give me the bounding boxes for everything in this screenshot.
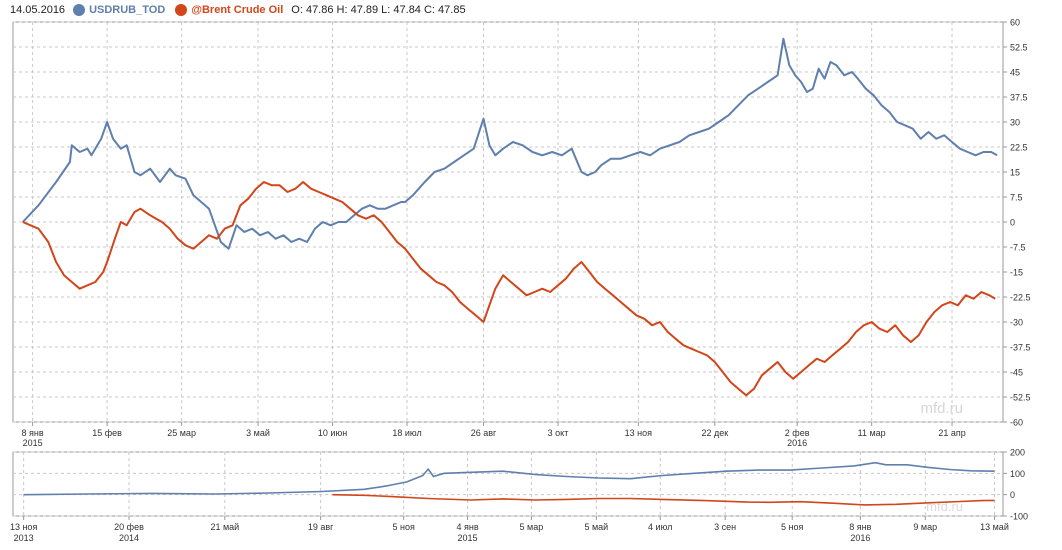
nav-x-year-label: 2014 bbox=[119, 533, 139, 543]
main-x-tick-label: 3 окт bbox=[548, 428, 569, 438]
main-x-tick-label: 2 фев bbox=[785, 428, 810, 438]
main-x-year-label: 2016 bbox=[787, 438, 807, 448]
main-y-tick-label: 60 bbox=[1010, 18, 1020, 28]
date-label: 14.05.2016 bbox=[10, 4, 66, 16]
main-series-line-1[interactable] bbox=[22, 37, 998, 250]
main-x-tick-label: 25 мар bbox=[167, 428, 196, 438]
nav-series-line-1[interactable] bbox=[23, 461, 995, 496]
main-x-tick-label: 3 май bbox=[246, 428, 270, 438]
nav-x-tick-label: 5 ноя bbox=[781, 522, 803, 532]
main-x-tick-label: 10 июн bbox=[318, 428, 347, 438]
main-y-tick-label: 37.5 bbox=[1010, 93, 1028, 103]
nav-x-tick-label: 5 мар bbox=[520, 522, 544, 532]
nav-y-tick-label: 0 bbox=[1010, 490, 1015, 500]
main-x-tick-label: 26 авг bbox=[471, 428, 497, 438]
nav-y-tick-label: 200 bbox=[1010, 448, 1025, 458]
navigator-series-group bbox=[23, 461, 995, 506]
series-2-name[interactable]: @Brent Crude Oil bbox=[191, 4, 284, 16]
main-y-tick-label: -60 bbox=[1010, 418, 1023, 428]
main-x-tick-label: 11 мар bbox=[858, 428, 886, 438]
main-y-tick-label: -52.5 bbox=[1010, 393, 1031, 403]
navigator-grid bbox=[13, 451, 1003, 517]
main-y-tick-label: -22.5 bbox=[1010, 293, 1031, 303]
main-y-axis: 60 52.5 45 37.5 30 22.5 15 7.5 0 -7.5 -15 -22.5 -30 -… bbox=[1003, 18, 1031, 428]
series-1-color-dot bbox=[73, 4, 86, 16]
series-1-name[interactable]: USDRUB_TOD bbox=[89, 4, 166, 16]
nav-x-tick-label: 8 янв bbox=[849, 522, 871, 532]
main-y-tick-label: 0 bbox=[1010, 218, 1015, 228]
main-y-tick-label: -15 bbox=[1010, 268, 1023, 278]
main-y-tick-label: -45 bbox=[1010, 368, 1023, 378]
navigator-plot-frame bbox=[12, 451, 1004, 517]
watermark: mfd.ru bbox=[920, 400, 963, 417]
nav-x-year-label: 2015 bbox=[458, 533, 478, 543]
nav-x-tick-label: 5 май bbox=[584, 522, 608, 532]
main-y-tick-label: 52.5 bbox=[1010, 43, 1028, 53]
nav-x-tick-label: 13 май bbox=[980, 522, 1009, 532]
main-x-tick-label: 18 июл bbox=[392, 428, 421, 438]
legend-header: 14.05.2016 USDRUB_TOD @Brent Crude Oil O… bbox=[10, 1, 466, 19]
main-grid bbox=[13, 21, 1003, 423]
main-chart[interactable]: 60 52.5 45 37.5 30 22.5 15 7.5 0 -7.5 -15 -22.5 -30 -… bbox=[12, 18, 1031, 449]
main-x-tick-label: 22 дек bbox=[701, 428, 728, 438]
nav-x-tick-label: 21 май bbox=[210, 522, 239, 532]
nav-series-line-2[interactable] bbox=[332, 493, 995, 506]
main-y-tick-label: 30 bbox=[1010, 118, 1020, 128]
nav-x-tick-label: 13 ноя bbox=[10, 522, 37, 532]
main-y-tick-label: 22.5 bbox=[1010, 143, 1028, 153]
main-y-tick-label: -37.5 bbox=[1010, 343, 1031, 353]
nav-y-tick-label: -100 bbox=[1010, 512, 1028, 522]
main-y-tick-label: -7.5 bbox=[1010, 243, 1026, 253]
main-x-tick-label: 13 ноя bbox=[625, 428, 652, 438]
nav-x-tick-label: 3 сен bbox=[714, 522, 736, 532]
ohlc-values: O: 47.86 H: 47.89 L: 47.84 C: 47.85 bbox=[291, 4, 466, 16]
nav-x-tick-label: 9 мар bbox=[913, 522, 937, 532]
main-x-tick-label: 8 янв bbox=[22, 428, 44, 438]
main-x-year-label: 2015 bbox=[23, 438, 43, 448]
nav-x-year-label: 2016 bbox=[850, 533, 870, 543]
navigator-y-axis: 200 100 0 -100 bbox=[1003, 448, 1028, 522]
nav-y-tick-label: 100 bbox=[1010, 469, 1025, 479]
main-y-tick-label: -30 bbox=[1010, 318, 1023, 328]
nav-x-tick-label: 4 янв bbox=[456, 522, 478, 532]
main-x-tick-label: 21 апр bbox=[938, 428, 965, 438]
main-y-tick-label: 15 bbox=[1010, 168, 1020, 178]
nav-x-tick-label: 5 ноя bbox=[392, 522, 414, 532]
nav-x-year-label: 2013 bbox=[14, 533, 34, 543]
main-series-group bbox=[22, 37, 998, 397]
nav-x-tick-label: 19 авг bbox=[308, 522, 334, 532]
series-2-color-dot bbox=[175, 4, 188, 16]
main-y-tick-label: 7.5 bbox=[1010, 193, 1023, 203]
main-y-tick-label: 45 bbox=[1010, 68, 1020, 78]
main-x-tick-label: 15 фев bbox=[92, 428, 122, 438]
main-series-line-2[interactable] bbox=[22, 181, 996, 397]
nav-x-tick-label: 20 фев bbox=[114, 522, 144, 532]
nav-x-tick-label: 4 июл bbox=[648, 522, 672, 532]
